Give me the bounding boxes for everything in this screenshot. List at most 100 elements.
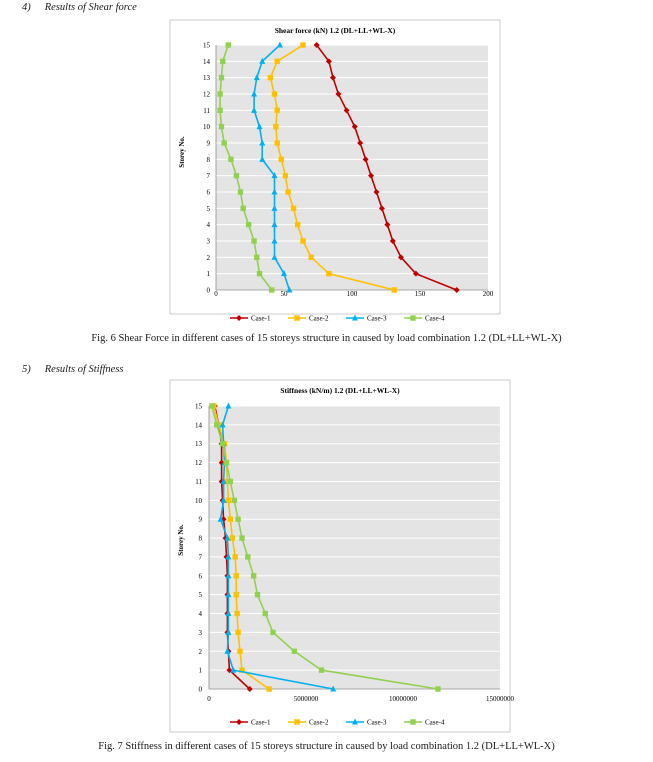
section-heading-shear: 4) Results of Shear force xyxy=(22,2,137,13)
legend-marker xyxy=(294,315,300,321)
data-point xyxy=(325,58,332,65)
data-point xyxy=(266,686,272,692)
data-point xyxy=(251,106,258,113)
data-point xyxy=(253,74,260,81)
legend-item: Case-2 xyxy=(288,719,329,727)
section-number: 5) xyxy=(22,364,31,375)
legend-item: Case-1 xyxy=(230,719,271,727)
data-point xyxy=(270,629,276,636)
y-tick-label: 11 xyxy=(195,478,202,486)
data-point xyxy=(300,238,306,244)
y-tick-label: 14 xyxy=(195,421,203,429)
data-point xyxy=(373,189,380,195)
data-point xyxy=(256,123,263,130)
data-point xyxy=(250,573,257,579)
y-tick-label: 14 xyxy=(203,58,211,66)
data-point xyxy=(254,591,261,598)
data-point xyxy=(391,287,397,293)
data-point xyxy=(271,188,278,195)
data-point xyxy=(220,477,227,484)
y-tick-label: 8 xyxy=(199,535,203,543)
data-point xyxy=(223,459,230,466)
legend-label: Case-1 xyxy=(251,719,271,727)
data-point xyxy=(281,270,287,277)
y-tick-label: 10 xyxy=(195,497,203,505)
data-point xyxy=(276,41,283,48)
data-point xyxy=(251,238,257,244)
series-case-3 xyxy=(251,41,293,293)
data-point xyxy=(318,667,325,673)
x-tick-label: 10000000 xyxy=(389,695,418,703)
legend-item: Case-2 xyxy=(288,315,329,323)
section-number: 4) xyxy=(22,2,31,13)
y-tick-label: 4 xyxy=(207,221,211,229)
data-point xyxy=(221,140,227,146)
series-line xyxy=(269,44,395,291)
data-point xyxy=(225,497,232,504)
data-point xyxy=(225,610,232,617)
shear-force-chart: Shear force (kN) 1.2 (DL+LL+WL-X) Storey … xyxy=(169,19,501,323)
y-tick-label: 13 xyxy=(195,440,203,448)
data-point xyxy=(343,107,350,114)
data-point xyxy=(219,421,226,428)
data-point xyxy=(259,155,266,162)
data-point xyxy=(240,205,246,212)
series-case-4 xyxy=(209,403,441,692)
data-point xyxy=(259,139,266,146)
data-point xyxy=(357,140,364,146)
data-point xyxy=(267,74,274,81)
data-point xyxy=(218,123,225,130)
series-line xyxy=(211,405,439,690)
data-point xyxy=(214,422,220,428)
data-point xyxy=(233,172,240,179)
data-point xyxy=(239,535,245,541)
data-point xyxy=(271,221,278,228)
y-tick-label: 1 xyxy=(207,270,211,278)
data-point xyxy=(384,221,391,228)
y-tick-label: 8 xyxy=(207,156,211,164)
data-point xyxy=(362,156,369,163)
data-point xyxy=(225,402,232,409)
data-point xyxy=(217,515,224,522)
y-tick-label: 9 xyxy=(207,140,211,148)
data-point xyxy=(233,573,239,579)
series-line xyxy=(315,44,457,291)
data-point xyxy=(246,686,253,692)
plot-area xyxy=(209,406,500,689)
data-point xyxy=(335,91,342,97)
data-point xyxy=(233,591,239,598)
section-heading-stiffness: 5) Results of Stiffness xyxy=(22,364,124,375)
series-line xyxy=(213,405,270,690)
data-point xyxy=(271,172,278,179)
legend-label: Case-2 xyxy=(309,315,329,323)
data-point xyxy=(225,572,232,579)
legend-label: Case-3 xyxy=(367,719,387,727)
data-point xyxy=(397,254,404,261)
legend-item: Case-3 xyxy=(346,718,387,727)
legend-item: Case-1 xyxy=(230,315,271,323)
data-point xyxy=(245,554,251,560)
data-point xyxy=(274,58,280,65)
legend-marker xyxy=(236,719,242,725)
y-tick-label: 15 xyxy=(203,42,211,50)
data-point xyxy=(271,91,278,97)
data-point xyxy=(271,237,278,244)
legend-item: Case-3 xyxy=(346,314,387,323)
legend-label: Case-3 xyxy=(367,315,387,323)
series-line xyxy=(253,44,291,291)
legend-label: Case-1 xyxy=(251,315,271,323)
data-point xyxy=(235,516,241,522)
data-point xyxy=(219,441,226,447)
data-point xyxy=(274,140,280,146)
legend-item: Case-4 xyxy=(404,719,445,727)
x-tick-label: 0 xyxy=(207,695,211,703)
data-point xyxy=(286,286,293,293)
data-point xyxy=(278,156,284,163)
figure-caption-7: Fig. 7 Stiffness in different cases of 1… xyxy=(98,741,555,752)
y-tick-label: 6 xyxy=(199,572,203,580)
series-case-1 xyxy=(313,42,460,293)
data-point xyxy=(217,91,223,97)
data-point xyxy=(290,205,297,212)
x-tick-label: 200 xyxy=(483,290,494,298)
